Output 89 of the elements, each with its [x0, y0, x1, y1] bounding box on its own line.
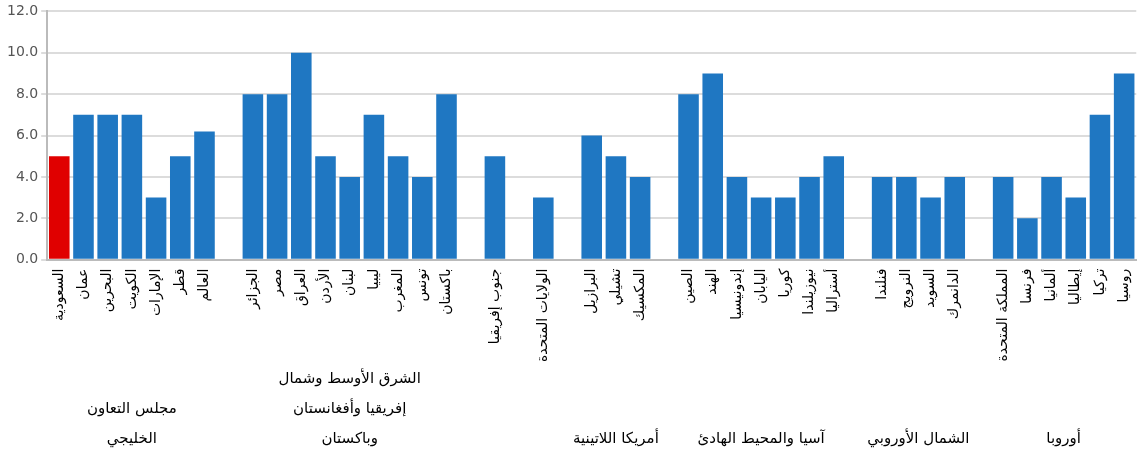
x-tick-label: جنوب إفريقيا	[485, 268, 503, 345]
bar	[1113, 73, 1135, 259]
x-tick-label: ليبيا	[364, 268, 381, 290]
bar	[266, 94, 288, 259]
x-tick-label: تونس	[412, 268, 430, 302]
bar	[363, 114, 385, 259]
x-tick-label: النرويج	[896, 268, 914, 309]
x-tick-label: كوريا	[775, 268, 793, 298]
bar	[315, 156, 336, 259]
bar	[629, 176, 651, 259]
x-tick-label: السعودية	[49, 268, 67, 321]
x-tick-label: فرنسا	[1017, 268, 1035, 304]
text: أوروبا	[1046, 428, 1081, 447]
bar	[1065, 197, 1087, 259]
x-tick-label: العراق	[291, 268, 309, 307]
x-tick-label: إيطاليا	[1066, 268, 1084, 305]
bar	[799, 176, 820, 259]
x-tick-label: نيوزيلندا	[800, 268, 818, 315]
x-tick-label: لبنان	[340, 268, 357, 296]
bar	[170, 156, 191, 259]
x-tick-label: البحرين	[98, 268, 116, 313]
y-tick-label: 12.0	[7, 2, 39, 19]
bar	[678, 94, 699, 259]
text: آسيا والمحيط الهادئ	[697, 429, 826, 447]
x-tick-label: المكسيك	[630, 268, 647, 322]
x-tick-label: باكستان	[437, 268, 454, 315]
bar	[581, 135, 602, 259]
bar	[871, 176, 893, 259]
bar	[412, 176, 433, 259]
bar	[48, 156, 70, 259]
text: الشمال الأوروبي	[867, 428, 970, 448]
x-tick-label: الجزائر	[243, 268, 261, 311]
x-tick-label: إندونيسيا	[727, 268, 745, 320]
x-tick-label: المملكة المتحدة	[993, 268, 1010, 362]
bar	[702, 73, 724, 259]
bar	[484, 156, 506, 259]
x-tick-label: قطر	[170, 268, 188, 296]
bar	[992, 176, 1014, 259]
bar	[121, 114, 143, 259]
bar	[896, 176, 917, 259]
x-tick-label: الدانمرك	[945, 268, 963, 320]
bar	[194, 131, 215, 259]
y-tick-label: 10.0	[7, 43, 39, 60]
text: الشرق الأوسط وشمال إفريقيا وأفغانستان وباكستان	[278, 368, 421, 447]
y-tick-label: 0.0	[15, 250, 39, 267]
x-tick-label: السويد	[921, 268, 939, 308]
bar	[339, 176, 360, 259]
bar	[726, 176, 748, 259]
y-tick-label: 6.0	[15, 126, 39, 143]
x-tick-label: روسيا	[1114, 268, 1132, 303]
x-tick-label: عمان	[74, 268, 91, 300]
x-tick-label: المغرب	[388, 268, 406, 313]
bar	[436, 94, 457, 259]
x-tick-label: تشيلي	[606, 268, 624, 306]
x-tick-label: ألمانيا	[1041, 268, 1059, 302]
text: مجلس التعاون الخليجي	[86, 399, 177, 448]
bar	[533, 197, 554, 259]
bar	[145, 197, 167, 259]
x-tick-label: تركيا	[1090, 268, 1108, 296]
x-tick-label: الكويت	[122, 268, 140, 310]
bar	[605, 156, 627, 259]
bar	[920, 197, 941, 259]
bar	[291, 52, 312, 259]
bar	[1017, 218, 1038, 259]
bar	[242, 94, 264, 259]
bar	[1041, 176, 1062, 259]
x-tick-label: مصر	[267, 268, 285, 298]
y-tick-label: 2.0	[15, 208, 39, 225]
x-tick-label: الأردن	[315, 268, 334, 304]
bar	[750, 197, 772, 259]
bar	[823, 156, 845, 259]
bar	[97, 114, 118, 259]
y-tick-label: 4.0	[15, 167, 39, 184]
bar	[387, 156, 409, 259]
x-tick-label: فنلندا	[872, 268, 889, 300]
y-tick-label: 8.0	[15, 84, 39, 101]
x-tick-label: الهند	[703, 268, 721, 295]
bar	[1089, 114, 1111, 259]
bar	[73, 114, 94, 259]
x-tick-label: أستراليا	[823, 268, 842, 313]
x-tick-label: الإمارات	[146, 268, 164, 317]
bar	[775, 197, 796, 259]
x-tick-label: الصين	[679, 268, 697, 304]
x-tick-label: اليابان	[751, 268, 768, 304]
bar	[944, 176, 966, 259]
text: أمريكا اللاتينية	[573, 428, 659, 447]
x-tick-label: العالم	[195, 268, 213, 302]
x-tick-label: الولايات المتحدة	[533, 268, 551, 362]
x-tick-label: البرازيل	[582, 268, 600, 314]
